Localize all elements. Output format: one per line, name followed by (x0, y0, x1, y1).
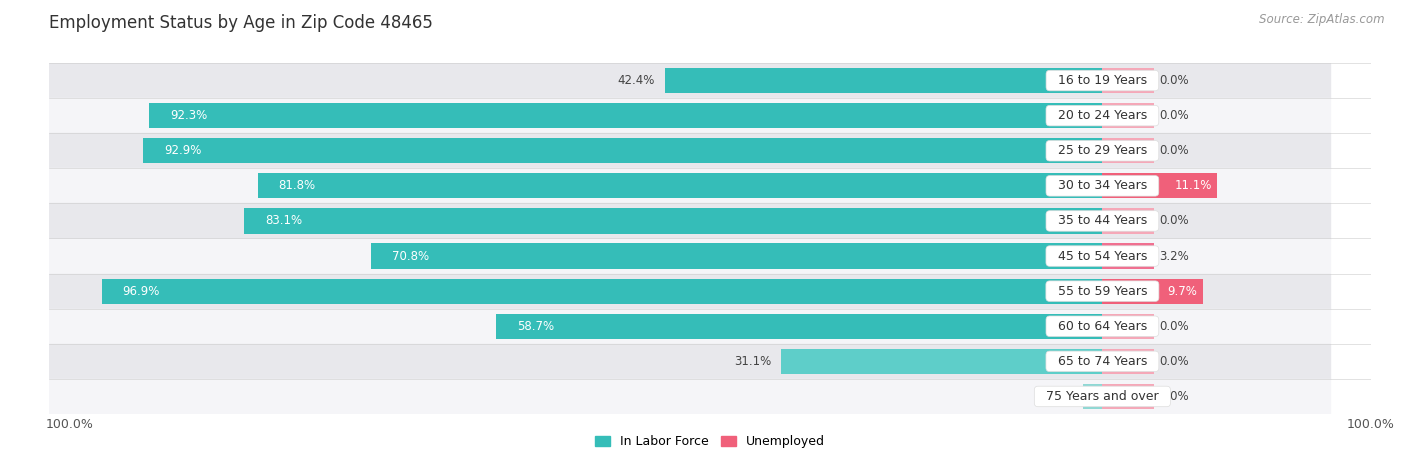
Text: 0.0%: 0.0% (1159, 320, 1189, 333)
Bar (101, 279, 1102, 304)
Text: 42.4%: 42.4% (617, 74, 654, 87)
Bar (49, 133, 1330, 168)
Text: 3.2%: 3.2% (1159, 250, 1189, 262)
Bar (1102, 103, 1154, 128)
Bar (371, 243, 1102, 269)
Bar (49, 203, 1330, 238)
Text: 16 to 19 Years: 16 to 19 Years (1050, 74, 1154, 87)
Bar (1102, 68, 1154, 93)
Bar (49, 344, 1330, 379)
Bar (49, 309, 1330, 344)
Text: 0.0%: 0.0% (1159, 109, 1189, 122)
Bar (1102, 314, 1154, 339)
Bar (49, 379, 1330, 414)
Bar (1102, 138, 1154, 163)
Text: 58.7%: 58.7% (517, 320, 554, 333)
Text: 31.1%: 31.1% (734, 355, 770, 368)
Text: 81.8%: 81.8% (278, 180, 315, 192)
Bar (1102, 208, 1154, 234)
Text: 45 to 54 Years: 45 to 54 Years (1050, 250, 1156, 262)
Text: 30 to 34 Years: 30 to 34 Years (1050, 180, 1154, 192)
Bar (49, 168, 1330, 203)
Text: 9.7%: 9.7% (1167, 285, 1198, 297)
Text: Source: ZipAtlas.com: Source: ZipAtlas.com (1260, 14, 1385, 27)
Text: 60 to 64 Years: 60 to 64 Years (1050, 320, 1154, 333)
Text: 0.0%: 0.0% (1159, 355, 1189, 368)
Bar (665, 68, 1102, 93)
Text: 96.9%: 96.9% (122, 285, 160, 297)
Text: 0.0%: 0.0% (1159, 144, 1189, 157)
Bar (1083, 384, 1102, 409)
Bar (245, 208, 1102, 234)
Bar (143, 138, 1102, 163)
Text: 0.0%: 0.0% (1159, 215, 1189, 227)
Text: 11.1%: 11.1% (1174, 180, 1212, 192)
Legend: In Labor Force, Unemployed: In Labor Force, Unemployed (591, 430, 830, 450)
Bar (49, 238, 1330, 274)
Text: 92.3%: 92.3% (170, 109, 207, 122)
Text: 25 to 29 Years: 25 to 29 Years (1050, 144, 1154, 157)
Text: 0.0%: 0.0% (1159, 390, 1189, 403)
Bar (149, 103, 1102, 128)
Bar (1102, 279, 1202, 304)
Bar (782, 349, 1102, 374)
Bar (49, 63, 1330, 98)
Bar (257, 173, 1102, 198)
Bar (49, 98, 1330, 133)
Text: 65 to 74 Years: 65 to 74 Years (1050, 355, 1156, 368)
Text: 75 Years and over: 75 Years and over (1038, 390, 1167, 403)
Text: 92.9%: 92.9% (165, 144, 201, 157)
Text: Employment Status by Age in Zip Code 48465: Employment Status by Age in Zip Code 484… (49, 14, 433, 32)
Bar (49, 274, 1330, 309)
Bar (1102, 173, 1218, 198)
Text: 1.9%: 1.9% (1043, 390, 1073, 403)
Text: 0.0%: 0.0% (1159, 74, 1189, 87)
Bar (496, 314, 1102, 339)
Text: 20 to 24 Years: 20 to 24 Years (1050, 109, 1154, 122)
Text: 35 to 44 Years: 35 to 44 Years (1050, 215, 1154, 227)
Text: 55 to 59 Years: 55 to 59 Years (1050, 285, 1156, 297)
Bar (1102, 243, 1154, 269)
Text: 83.1%: 83.1% (264, 215, 302, 227)
Bar (1102, 384, 1154, 409)
Bar (1102, 349, 1154, 374)
Text: 70.8%: 70.8% (392, 250, 429, 262)
